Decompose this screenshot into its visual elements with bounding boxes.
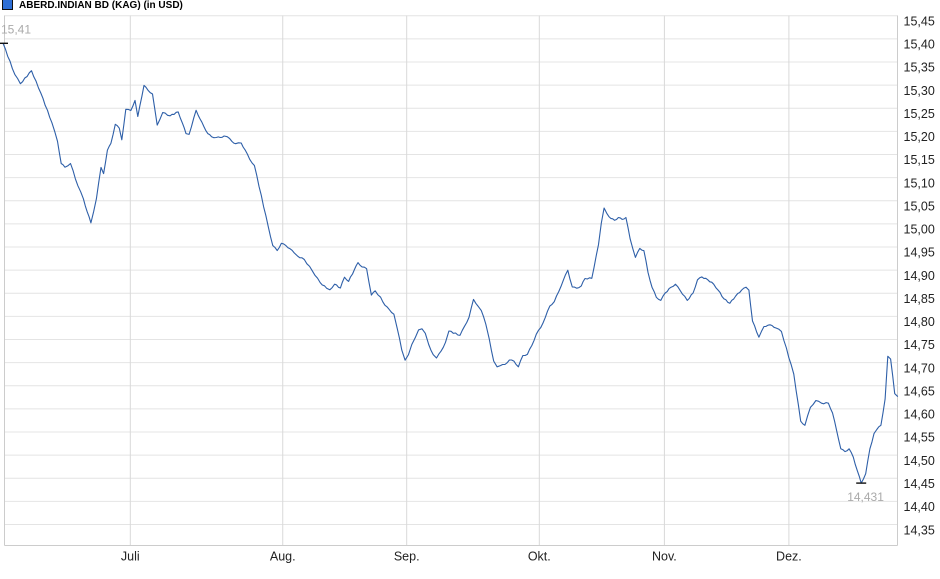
svg-text:14,85: 14,85: [904, 292, 935, 306]
svg-text:15,45: 15,45: [904, 14, 935, 28]
svg-text:Nov.: Nov.: [652, 550, 677, 564]
svg-text:14,70: 14,70: [904, 361, 935, 375]
svg-text:15,41: 15,41: [1, 22, 31, 36]
svg-text:Sep.: Sep.: [394, 550, 420, 564]
svg-text:14,45: 14,45: [904, 477, 935, 491]
svg-text:15,10: 15,10: [904, 176, 935, 190]
svg-text:Okt.: Okt.: [528, 550, 551, 564]
svg-text:15,00: 15,00: [904, 223, 935, 237]
svg-text:14,55: 14,55: [904, 431, 935, 445]
svg-text:14,65: 14,65: [904, 384, 935, 398]
svg-text:14,431: 14,431: [847, 490, 884, 504]
svg-text:Aug.: Aug.: [270, 550, 296, 564]
svg-text:14,35: 14,35: [904, 523, 935, 537]
svg-text:14,95: 14,95: [904, 246, 935, 260]
svg-text:15,35: 15,35: [904, 61, 935, 75]
svg-text:15,15: 15,15: [904, 153, 935, 167]
svg-text:14,40: 14,40: [904, 500, 935, 514]
svg-text:Dez.: Dez.: [776, 550, 802, 564]
svg-text:15,30: 15,30: [904, 84, 935, 98]
svg-text:14,75: 14,75: [904, 338, 935, 352]
svg-text:15,25: 15,25: [904, 107, 935, 121]
svg-text:14,60: 14,60: [904, 408, 935, 422]
svg-text:15,05: 15,05: [904, 199, 935, 213]
svg-text:14,90: 14,90: [904, 269, 935, 283]
svg-text:15,40: 15,40: [904, 38, 935, 52]
svg-text:15,20: 15,20: [904, 130, 935, 144]
svg-text:14,80: 14,80: [904, 315, 935, 329]
svg-text:14,50: 14,50: [904, 454, 935, 468]
svg-text:Juli: Juli: [121, 550, 140, 564]
